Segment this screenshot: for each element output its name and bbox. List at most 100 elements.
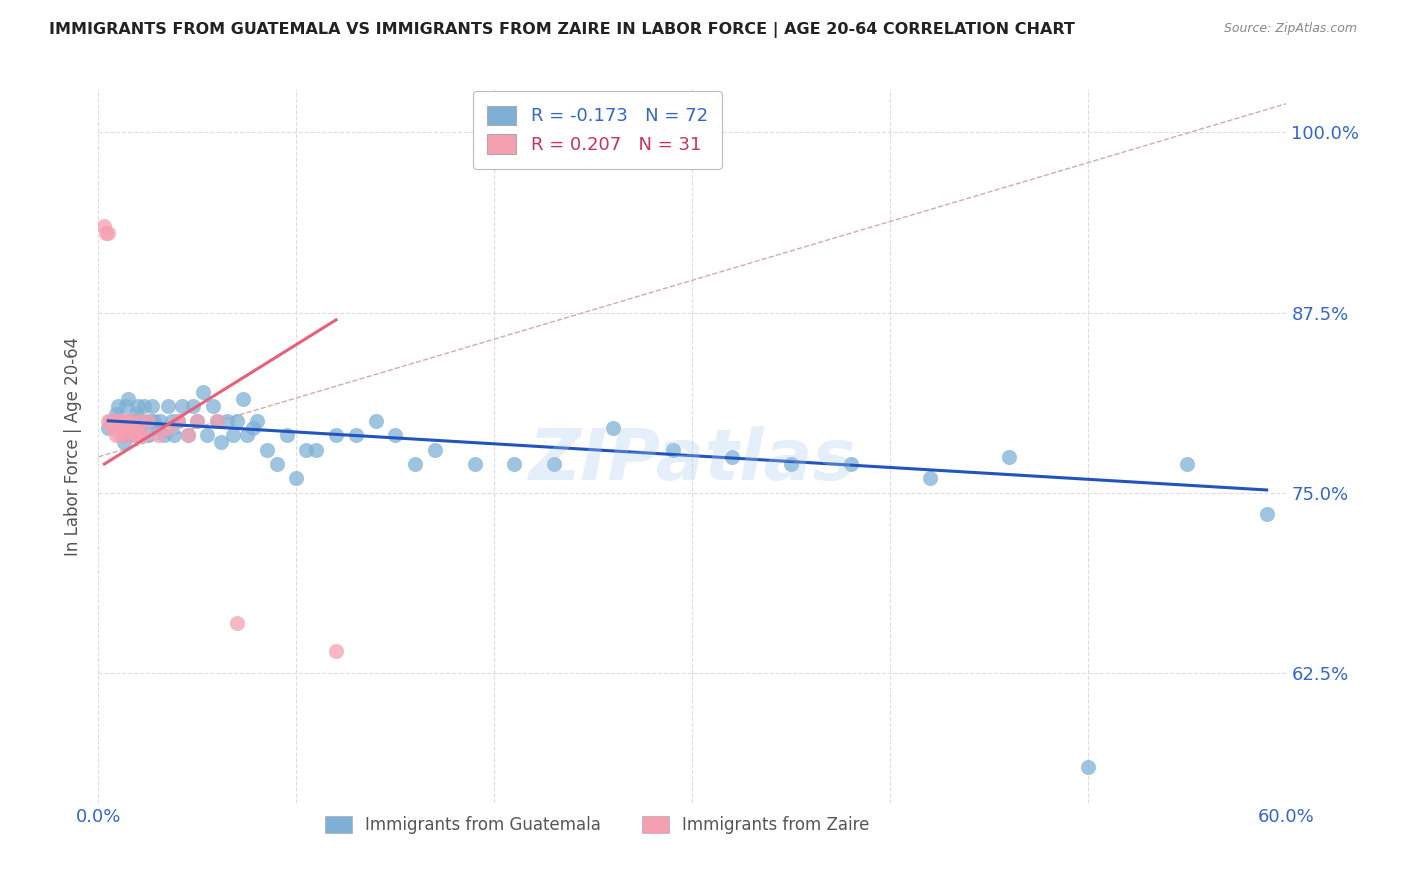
Point <box>325 428 347 442</box>
Point <box>285 471 308 485</box>
Point <box>186 414 208 428</box>
Point <box>152 428 174 442</box>
Point <box>93 219 115 234</box>
Point <box>1256 508 1278 522</box>
Point <box>136 428 159 442</box>
Point <box>121 414 143 428</box>
Point <box>256 442 278 457</box>
Point <box>105 407 128 421</box>
Point <box>127 428 149 442</box>
Point <box>125 421 148 435</box>
Point <box>146 421 169 435</box>
Point <box>1077 760 1099 774</box>
Point <box>183 400 205 414</box>
Point <box>131 414 153 428</box>
Point <box>121 428 143 442</box>
Point <box>120 421 142 435</box>
Point <box>195 428 218 442</box>
Point <box>122 414 145 428</box>
Point <box>146 428 169 442</box>
Point <box>170 400 193 414</box>
Point <box>384 428 406 442</box>
Point <box>176 428 198 442</box>
Point <box>160 414 183 428</box>
Point <box>132 400 155 414</box>
Point <box>325 644 347 658</box>
Point <box>117 392 139 406</box>
Point <box>97 414 120 428</box>
Point <box>108 428 131 442</box>
Point <box>344 428 367 442</box>
Point <box>108 414 131 428</box>
Point <box>97 227 120 241</box>
Point <box>226 615 249 630</box>
Point <box>1177 457 1199 471</box>
Point <box>107 400 129 414</box>
Point <box>242 421 264 435</box>
Point <box>246 414 269 428</box>
Point <box>423 442 446 457</box>
Point <box>721 450 744 464</box>
Point <box>105 428 128 442</box>
Point <box>839 457 862 471</box>
Point <box>276 428 298 442</box>
Point <box>127 414 149 428</box>
Point <box>98 414 121 428</box>
Point <box>205 414 228 428</box>
Point <box>266 457 288 471</box>
Point <box>111 414 134 428</box>
Point <box>139 414 162 428</box>
Point <box>115 428 138 442</box>
Point <box>503 457 526 471</box>
Point <box>127 400 149 414</box>
Y-axis label: In Labor Force | Age 20-64: In Labor Force | Age 20-64 <box>63 336 82 556</box>
Point <box>226 414 249 428</box>
Point <box>117 421 139 435</box>
Point <box>112 428 135 442</box>
Point <box>111 421 134 435</box>
Point <box>464 457 486 471</box>
Text: ZIPatlas: ZIPatlas <box>529 425 856 495</box>
Point <box>97 421 120 435</box>
Point <box>209 435 232 450</box>
Point <box>295 442 318 457</box>
Point <box>156 400 179 414</box>
Point <box>193 384 215 399</box>
Point <box>122 428 145 442</box>
Point <box>125 407 148 421</box>
Point <box>305 442 328 457</box>
Point <box>543 457 565 471</box>
Point <box>96 227 118 241</box>
Point <box>661 442 683 457</box>
Point <box>103 414 125 428</box>
Point <box>131 428 153 442</box>
Text: Source: ZipAtlas.com: Source: ZipAtlas.com <box>1223 22 1357 36</box>
Point <box>156 421 179 435</box>
Point <box>111 421 134 435</box>
Legend: Immigrants from Guatemala, Immigrants from Zaire: Immigrants from Guatemala, Immigrants fr… <box>318 809 876 841</box>
Point <box>236 428 259 442</box>
Point <box>112 435 135 450</box>
Point <box>920 471 942 485</box>
Point <box>142 414 165 428</box>
Point <box>780 457 803 471</box>
Point <box>222 428 245 442</box>
Point <box>176 428 198 442</box>
Point <box>112 414 135 428</box>
Point <box>186 414 208 428</box>
Point <box>364 414 387 428</box>
Point <box>205 414 228 428</box>
Point <box>202 400 225 414</box>
Point <box>107 414 129 428</box>
Point <box>129 414 152 428</box>
Point <box>117 414 139 428</box>
Point <box>120 414 142 428</box>
Point <box>166 414 188 428</box>
Point <box>998 450 1021 464</box>
Point <box>232 392 254 406</box>
Text: IMMIGRANTS FROM GUATEMALA VS IMMIGRANTS FROM ZAIRE IN LABOR FORCE | AGE 20-64 CO: IMMIGRANTS FROM GUATEMALA VS IMMIGRANTS … <box>49 22 1076 38</box>
Point <box>404 457 426 471</box>
Point <box>166 414 188 428</box>
Point <box>115 400 138 414</box>
Point <box>141 400 163 414</box>
